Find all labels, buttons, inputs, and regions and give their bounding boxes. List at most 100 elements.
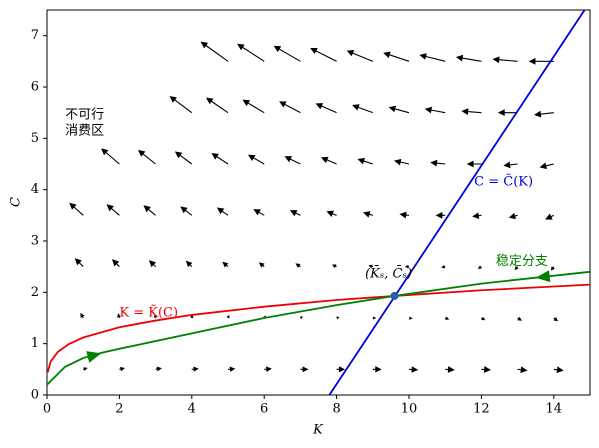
quiver-arrow bbox=[503, 161, 518, 169]
quiver-arrow bbox=[119, 366, 125, 372]
curve-label: K = K̃(C) bbox=[119, 304, 178, 320]
quiver-arrow bbox=[174, 151, 193, 165]
quiver-arrow bbox=[83, 367, 88, 371]
x-tick-label: 6 bbox=[260, 402, 268, 417]
quiver-arrow bbox=[553, 317, 559, 322]
quiver-arrow bbox=[372, 316, 377, 320]
quiver-arrow bbox=[300, 366, 309, 373]
quiver-arrow bbox=[539, 162, 554, 170]
quiver-arrow bbox=[80, 312, 85, 319]
quiver-arrow bbox=[550, 266, 555, 271]
quiver-arrow bbox=[419, 53, 446, 62]
quiver-arrow bbox=[497, 109, 518, 117]
quiver-arrow bbox=[331, 264, 337, 269]
plot-frame bbox=[46, 9, 591, 396]
curve bbox=[328, 9, 586, 396]
quiver-arrow bbox=[517, 316, 522, 321]
quiver-arrow bbox=[481, 366, 491, 373]
quiver-arrow bbox=[169, 96, 193, 114]
steady-state-label: (K̄ₛ, C̄ₛ) bbox=[365, 265, 412, 281]
quiver-arrow bbox=[472, 212, 482, 219]
curve-label: C = C̃(K) bbox=[474, 173, 533, 189]
quiver-arrow bbox=[112, 259, 120, 268]
y-tick-label: 4 bbox=[31, 182, 39, 197]
quiver-arrow bbox=[534, 110, 554, 118]
quiver-arrow bbox=[445, 366, 455, 373]
quiver-arrow bbox=[237, 43, 265, 62]
quiver-arrow bbox=[362, 211, 373, 218]
x-tick-label: 0 bbox=[43, 402, 51, 417]
quiver-arrow bbox=[326, 210, 337, 217]
quiver-arrow bbox=[69, 202, 84, 216]
x-axis-label: K bbox=[312, 423, 324, 438]
quiver-arrow bbox=[289, 210, 301, 217]
quiver-arrow bbox=[372, 366, 382, 373]
quiver-arrow bbox=[455, 54, 482, 62]
y-tick-label: 5 bbox=[31, 131, 39, 146]
region-label: 不可行 bbox=[65, 108, 104, 123]
quiver-arrow bbox=[404, 264, 409, 269]
quiver-arrow bbox=[466, 160, 482, 168]
branch-arrowhead bbox=[535, 270, 551, 283]
quiver-arrow bbox=[336, 366, 346, 373]
quiver-arrow bbox=[191, 366, 199, 372]
quiver-arrow bbox=[226, 314, 230, 319]
quiver-arrow bbox=[514, 266, 519, 271]
quiver-arrow bbox=[153, 313, 158, 319]
quiver-arrow bbox=[553, 366, 564, 374]
quiver-arrow bbox=[346, 50, 374, 62]
quiver-arrow bbox=[508, 212, 518, 220]
quiver-arrow bbox=[477, 265, 482, 269]
quiver-arrow bbox=[258, 262, 265, 268]
quiver-arrow bbox=[383, 51, 410, 62]
x-tick-label: 2 bbox=[115, 402, 123, 417]
branch-arrowhead bbox=[86, 351, 102, 363]
y-axis-label: C bbox=[9, 197, 24, 207]
quiver-arrow bbox=[74, 258, 84, 268]
quiver-arrow bbox=[106, 204, 120, 216]
quiver-arrow bbox=[227, 366, 236, 372]
quiver-arrow bbox=[388, 105, 410, 114]
y-tick-label: 2 bbox=[31, 285, 39, 300]
quiver-arrow bbox=[143, 205, 156, 216]
quiver-arrow bbox=[247, 154, 265, 165]
quiver-arrow bbox=[253, 209, 265, 216]
x-tick-label: 12 bbox=[473, 402, 490, 417]
y-tick-label: 3 bbox=[31, 234, 39, 249]
quiver-arrow bbox=[200, 41, 229, 62]
quiver-arrow bbox=[441, 265, 446, 269]
quiver-arrow bbox=[368, 264, 373, 269]
quiver-arrow bbox=[299, 316, 303, 320]
quiver-arrow bbox=[180, 206, 193, 216]
quiver-arrow bbox=[320, 156, 337, 165]
quiver-arrow bbox=[222, 261, 229, 268]
curve bbox=[46, 283, 591, 373]
quiver-arrow bbox=[408, 366, 419, 373]
quiver-arrow bbox=[148, 260, 156, 268]
y-tick-label: 7 bbox=[31, 28, 39, 43]
quiver-arrow bbox=[315, 103, 337, 114]
quiver-arrow bbox=[279, 101, 301, 114]
quiver-arrow bbox=[430, 159, 446, 167]
y-tick-label: 6 bbox=[31, 80, 39, 95]
curve bbox=[46, 270, 591, 386]
quiver-arrow bbox=[357, 157, 373, 165]
quiver-arrow bbox=[216, 207, 229, 216]
quiver-arrow bbox=[352, 104, 373, 114]
quiver-arrow bbox=[435, 211, 446, 219]
quiver-arrow bbox=[445, 316, 450, 320]
x-tick-label: 10 bbox=[401, 402, 418, 417]
y-tick-label: 0 bbox=[31, 388, 39, 403]
quiver-arrow bbox=[481, 316, 486, 321]
x-tick-label: 4 bbox=[188, 402, 196, 417]
quiver-arrow bbox=[394, 158, 410, 166]
quiver-arrow bbox=[101, 148, 120, 165]
quiver-arrow bbox=[242, 99, 265, 114]
quiver-arrow bbox=[205, 97, 229, 114]
quiver-arrow bbox=[399, 211, 410, 219]
quiver-arrow bbox=[336, 316, 340, 320]
quiver-arrow bbox=[310, 47, 337, 62]
y-tick-label: 1 bbox=[31, 336, 39, 351]
quiver-arrow bbox=[408, 316, 413, 320]
